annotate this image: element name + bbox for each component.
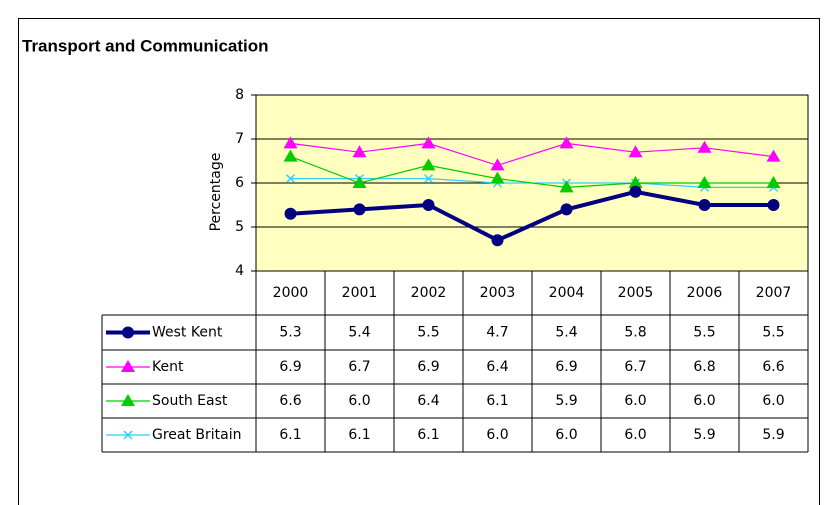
legend-marker (123, 430, 133, 440)
point-marker (629, 185, 642, 198)
table-value: 6.4 (417, 393, 439, 409)
series-line (290, 189, 774, 243)
point-marker (766, 176, 781, 188)
point-marker (628, 176, 643, 188)
legend-marker (121, 360, 135, 372)
x-tick-label: 2000 (273, 285, 309, 301)
point-marker (353, 203, 366, 216)
table-value: 5.9 (762, 427, 784, 443)
table-value: 6.1 (348, 427, 370, 443)
point-marker (697, 140, 712, 153)
point-marker (284, 207, 297, 220)
point-marker (283, 136, 298, 149)
point-marker (559, 180, 574, 193)
point-marker (490, 171, 505, 184)
table-value: 5.9 (555, 393, 577, 409)
table-value: 6.0 (486, 427, 508, 443)
table-value: 6.0 (693, 393, 715, 409)
point-marker (421, 158, 436, 171)
point-marker (285, 174, 296, 184)
table-value: 6.1 (279, 427, 301, 443)
y-tick-label: 7 (235, 131, 244, 147)
point-marker (698, 199, 711, 211)
point-marker (352, 176, 367, 188)
legend-marker (121, 394, 135, 406)
y-tick-label: 5 (235, 219, 244, 235)
table-value: 6.0 (555, 427, 577, 443)
table-value: 5.3 (279, 325, 301, 341)
point-marker (422, 199, 435, 211)
legend-label: West Kent (152, 325, 223, 341)
table-value: 6.9 (279, 359, 301, 375)
chart-frame (18, 18, 820, 505)
series-line (290, 156, 774, 189)
table-value: 6.8 (693, 359, 715, 375)
table-value: 6.9 (417, 359, 439, 375)
table-value: 6.6 (762, 359, 784, 375)
table-value: 6.0 (624, 427, 646, 443)
point-marker (697, 176, 712, 188)
point-marker (490, 158, 505, 171)
point-marker (491, 234, 504, 247)
x-tick-label: 2004 (549, 285, 585, 301)
point-marker (628, 145, 643, 158)
chart-title: Transport and Communication (22, 36, 269, 55)
x-tick-label: 2005 (618, 285, 654, 301)
x-tick-label: 2002 (411, 285, 447, 301)
table-value: 5.5 (417, 325, 439, 341)
point-marker (421, 136, 436, 149)
table-value: 5.8 (624, 325, 646, 341)
table-value: 6.7 (624, 359, 646, 375)
table-value: 6.7 (348, 359, 370, 375)
legend-label: Great Britain (152, 427, 242, 443)
table-value: 6.1 (417, 427, 439, 443)
table-value: 6.0 (762, 393, 784, 409)
table-value: 6.9 (555, 359, 577, 375)
table-value: 6.0 (348, 393, 370, 409)
point-marker (423, 174, 434, 184)
table-value: 6.4 (486, 359, 508, 375)
legend-label: Kent (152, 359, 184, 375)
table-value: 5.4 (555, 325, 577, 341)
x-tick-label: 2006 (687, 285, 723, 301)
y-tick-label: 4 (235, 263, 244, 279)
table-value: 5.5 (762, 325, 784, 341)
y-axis-label: Percentage (208, 153, 224, 232)
legend-label: South East (152, 393, 228, 409)
point-marker (559, 136, 574, 149)
point-marker (767, 199, 780, 211)
x-tick-label: 2003 (480, 285, 516, 301)
table-value: 6.1 (486, 393, 508, 409)
point-marker (560, 203, 573, 216)
x-tick-label: 2001 (342, 285, 378, 301)
legend-marker (122, 326, 134, 339)
y-tick-label: 8 (235, 87, 244, 103)
table-value: 4.7 (486, 325, 508, 341)
series-line (290, 142, 774, 167)
table-value: 5.5 (693, 325, 715, 341)
table-value: 6.0 (624, 393, 646, 409)
y-tick-label: 6 (235, 175, 244, 191)
table-value: 5.9 (693, 427, 715, 443)
point-marker (766, 149, 781, 162)
table-value: 6.6 (279, 393, 301, 409)
point-marker (352, 145, 367, 158)
x-tick-label: 2007 (756, 285, 792, 301)
point-marker (283, 149, 298, 162)
table-value: 5.4 (348, 325, 370, 341)
